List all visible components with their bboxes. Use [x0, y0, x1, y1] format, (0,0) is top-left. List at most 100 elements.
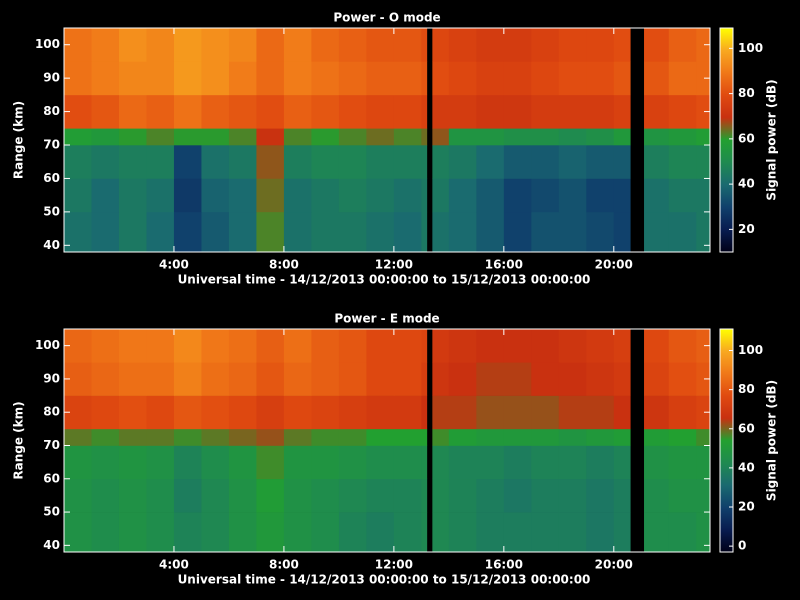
heat-cell — [366, 478, 395, 513]
heat-cell — [311, 478, 340, 513]
heat-cell — [64, 145, 92, 179]
heat-cell — [91, 445, 120, 480]
heat-cell — [421, 445, 428, 480]
heat-cell — [173, 445, 202, 480]
heat-cell — [613, 512, 631, 553]
heat-cell — [476, 61, 505, 96]
heat-cell — [64, 445, 92, 480]
heat-cell — [366, 329, 395, 363]
heat-cell — [476, 428, 505, 446]
heat-cell — [476, 512, 505, 553]
heat-cell — [448, 61, 477, 96]
heat-cell — [476, 28, 505, 62]
heat-cell — [393, 178, 422, 213]
heat-cell — [91, 362, 120, 396]
heat-cell — [668, 178, 697, 213]
heat-cell — [432, 478, 450, 513]
heat-cell — [531, 395, 560, 430]
heat-cell — [432, 211, 450, 253]
heat-cell — [696, 445, 711, 480]
heat-cell — [118, 128, 147, 146]
heat-cell — [173, 329, 202, 363]
heat-cell — [503, 178, 532, 213]
heat-cell — [228, 28, 257, 62]
heat-cell — [146, 178, 175, 213]
heat-cell — [228, 211, 257, 253]
heat-cell — [586, 61, 615, 96]
heat-cell — [201, 145, 230, 179]
heat-cell — [696, 395, 711, 430]
heat-cell — [668, 445, 697, 480]
heat-cell — [283, 211, 312, 253]
heat-cell — [613, 94, 631, 129]
heat-cell — [432, 329, 450, 363]
heat-cell — [448, 178, 477, 213]
heat-cell — [228, 428, 257, 446]
heat-cell — [668, 512, 697, 553]
heat-cell — [613, 329, 631, 363]
heat-cell — [338, 329, 367, 363]
heat-cell — [311, 128, 340, 146]
heat-cell — [283, 329, 312, 363]
heat-cell — [283, 128, 312, 146]
y-tick-label: 100 — [35, 37, 60, 51]
heat-cell — [64, 211, 92, 253]
heat-cell — [696, 211, 711, 253]
heat-cell — [283, 445, 312, 480]
heat-cell — [432, 395, 450, 430]
heat-cell — [118, 445, 147, 480]
heat-cell — [432, 445, 450, 480]
heat-cell — [173, 145, 202, 179]
heat-cell — [64, 512, 92, 553]
heat-cell — [558, 145, 587, 179]
heat-cell — [586, 28, 615, 62]
heat-cell — [256, 211, 285, 253]
heat-cell — [558, 478, 587, 513]
heat-cell — [311, 61, 340, 96]
heat-cell — [118, 61, 147, 96]
heat-cell — [531, 28, 560, 62]
heat-cell — [64, 478, 92, 513]
heat-cell — [476, 329, 505, 363]
heat-cell — [448, 28, 477, 62]
chart-title: Power - E mode — [334, 312, 439, 326]
x-tick-label: 4:00 — [159, 558, 189, 572]
heat-cell — [668, 362, 697, 396]
heat-cell — [393, 211, 422, 253]
plot-frame — [63, 27, 711, 253]
heat-cell — [696, 428, 711, 446]
heat-cell — [668, 329, 697, 363]
heat-cell — [476, 178, 505, 213]
heat-cell — [256, 128, 285, 146]
heat-cell — [393, 28, 422, 62]
heat-cell — [173, 61, 202, 96]
heat-cell — [228, 329, 257, 363]
heat-cell — [338, 94, 367, 129]
heat-cell — [448, 145, 477, 179]
y-axis-label: Range (km) — [12, 401, 26, 479]
heat-cell — [228, 395, 257, 430]
y-tick-label: 100 — [35, 338, 60, 352]
heat-cell — [256, 28, 285, 62]
heat-cell — [558, 178, 587, 213]
heat-cell — [393, 145, 422, 179]
heat-cell — [228, 512, 257, 553]
heat-cell — [644, 512, 670, 553]
heat-cell — [531, 94, 560, 129]
heat-cell — [256, 329, 285, 363]
heat-cell — [448, 445, 477, 480]
heat-cell — [613, 478, 631, 513]
heat-cell — [173, 478, 202, 513]
heat-cell — [586, 178, 615, 213]
plot-frame — [63, 328, 711, 553]
heat-cell — [256, 145, 285, 179]
heat-cell — [311, 211, 340, 253]
heat-cell — [91, 28, 120, 62]
heat-cell — [558, 329, 587, 363]
heat-cell — [558, 128, 587, 146]
colorbar-tick-label: 0 — [738, 539, 746, 553]
heat-cell — [173, 512, 202, 553]
heat-cell — [432, 428, 450, 446]
heat-cell — [531, 61, 560, 96]
x-axis-label: Universal time - 14/12/2013 00:00:00 to … — [178, 273, 591, 287]
